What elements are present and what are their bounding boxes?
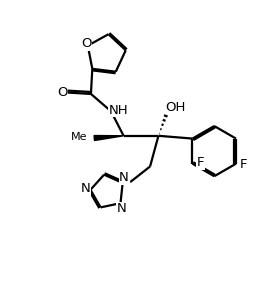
Text: F: F [240,158,247,171]
Text: N: N [119,171,129,184]
Text: NH: NH [109,104,129,117]
Polygon shape [94,136,124,141]
Text: F: F [197,156,204,169]
Text: Me: Me [71,132,87,142]
Text: OH: OH [165,100,185,114]
Text: N: N [117,202,126,215]
Text: O: O [57,86,68,99]
Text: N: N [81,182,90,195]
Text: O: O [81,37,92,50]
